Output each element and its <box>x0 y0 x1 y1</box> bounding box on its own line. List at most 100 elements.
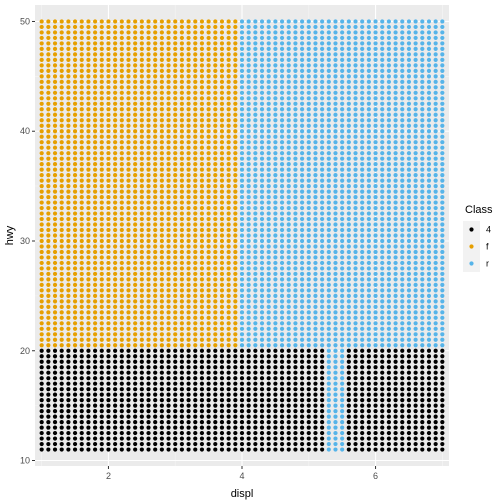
data-point-r <box>400 178 405 183</box>
data-point-4 <box>400 365 405 370</box>
data-point-f <box>66 134 71 139</box>
data-point-r <box>433 277 438 282</box>
data-point-f <box>93 107 98 112</box>
data-point-f <box>179 41 184 46</box>
data-point-f <box>126 332 131 337</box>
data-point-4 <box>206 425 211 430</box>
data-point-f <box>46 156 51 161</box>
data-point-r <box>279 57 285 62</box>
data-point-r <box>420 107 425 112</box>
data-point-r <box>313 310 318 315</box>
data-point-f <box>226 205 231 211</box>
data-point-f <box>106 337 111 342</box>
data-point-4 <box>406 441 412 447</box>
data-point-r <box>373 123 378 128</box>
data-point-f <box>93 129 98 134</box>
data-point-4 <box>126 370 131 375</box>
data-point-f <box>59 238 64 244</box>
data-point-4 <box>93 409 98 414</box>
data-point-f <box>159 96 164 101</box>
data-point-r <box>279 134 285 139</box>
data-point-r <box>253 337 258 342</box>
data-point-r <box>413 238 418 244</box>
data-point-f <box>199 310 205 315</box>
data-point-f <box>233 211 238 216</box>
data-point-4 <box>46 376 51 381</box>
data-point-r <box>360 266 365 271</box>
data-point-r <box>413 194 418 200</box>
data-point-r <box>420 343 425 348</box>
data-point-f <box>186 63 191 68</box>
data-point-r <box>406 249 412 255</box>
data-point-f <box>59 134 64 139</box>
data-point-r <box>313 35 318 41</box>
data-point-f <box>39 249 44 255</box>
data-point-r <box>406 184 412 189</box>
data-point-4 <box>79 392 84 397</box>
data-point-r <box>326 57 331 62</box>
data-point-r <box>380 118 385 123</box>
data-point-r <box>273 90 278 95</box>
data-point-r <box>400 96 405 101</box>
data-point-f <box>159 332 164 337</box>
data-point-r <box>360 57 365 62</box>
data-point-f <box>213 184 218 189</box>
data-point-r <box>406 227 412 233</box>
data-point-4 <box>286 447 291 452</box>
data-point-r <box>279 194 285 200</box>
data-point-f <box>213 326 218 331</box>
data-point-r <box>253 90 258 95</box>
data-point-r <box>420 222 425 227</box>
data-point-f <box>199 129 205 134</box>
data-point-4 <box>413 359 418 364</box>
data-point-f <box>93 277 98 282</box>
data-point-4 <box>313 441 318 447</box>
data-point-r <box>273 337 278 342</box>
data-point-r <box>239 162 245 167</box>
data-point-r <box>380 293 385 298</box>
data-point-r <box>286 326 291 331</box>
data-point-4 <box>300 430 305 436</box>
data-point-f <box>186 162 191 167</box>
data-point-4 <box>259 403 265 408</box>
data-point-f <box>46 63 51 68</box>
data-point-f <box>173 96 178 101</box>
data-point-f <box>119 79 124 84</box>
data-point-f <box>206 140 211 145</box>
data-point-r <box>413 178 418 183</box>
data-point-r <box>246 227 251 233</box>
data-point-r <box>306 277 311 282</box>
data-point-r <box>373 107 378 112</box>
data-point-r <box>440 326 445 331</box>
data-point-f <box>233 255 238 260</box>
data-point-r <box>320 35 325 41</box>
data-point-f <box>179 46 184 52</box>
data-point-f <box>219 200 225 205</box>
data-point-f <box>93 46 98 52</box>
data-point-f <box>166 145 171 150</box>
data-point-r <box>326 211 331 216</box>
data-point-f <box>86 293 91 298</box>
data-point-4 <box>279 370 285 375</box>
data-point-f <box>119 293 124 298</box>
data-point-r <box>259 184 265 189</box>
data-point-f <box>166 343 171 348</box>
data-point-f <box>139 57 144 62</box>
data-point-r <box>320 156 325 161</box>
data-point-r <box>393 337 398 342</box>
data-point-4 <box>233 354 238 359</box>
data-point-f <box>146 282 151 287</box>
data-point-4 <box>86 436 91 441</box>
data-point-4 <box>320 447 325 452</box>
data-point-4 <box>433 441 438 447</box>
data-point-4 <box>173 425 178 430</box>
data-point-r <box>340 216 345 222</box>
data-point-f <box>166 315 171 320</box>
data-point-f <box>106 233 111 238</box>
data-point-f <box>153 233 158 238</box>
data-point-r <box>433 255 438 260</box>
data-point-f <box>166 304 171 309</box>
data-point-r <box>440 238 445 244</box>
data-point-r <box>293 118 298 123</box>
data-point-f <box>52 288 58 293</box>
